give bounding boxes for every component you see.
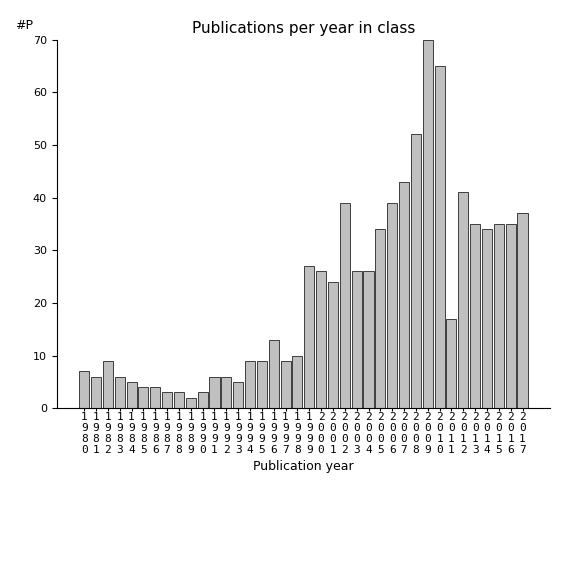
Bar bbox=[506, 224, 516, 408]
Bar bbox=[352, 272, 362, 408]
Bar bbox=[482, 229, 492, 408]
Bar bbox=[79, 371, 89, 408]
X-axis label: Publication year: Publication year bbox=[253, 460, 354, 473]
Bar bbox=[328, 282, 338, 408]
Bar bbox=[387, 203, 397, 408]
Bar bbox=[91, 376, 101, 408]
Bar bbox=[174, 392, 184, 408]
Bar bbox=[150, 387, 160, 408]
Bar bbox=[363, 272, 374, 408]
Bar bbox=[518, 213, 527, 408]
Title: Publications per year in class: Publications per year in class bbox=[192, 21, 415, 36]
Bar bbox=[221, 376, 231, 408]
Bar bbox=[198, 392, 208, 408]
Bar bbox=[316, 272, 326, 408]
Bar bbox=[470, 224, 480, 408]
Bar bbox=[103, 361, 113, 408]
Bar bbox=[494, 224, 504, 408]
Bar bbox=[269, 340, 279, 408]
Bar bbox=[281, 361, 291, 408]
Bar bbox=[209, 376, 219, 408]
Bar bbox=[411, 134, 421, 408]
Bar bbox=[458, 192, 468, 408]
Bar bbox=[434, 66, 445, 408]
Bar bbox=[245, 361, 255, 408]
Bar bbox=[138, 387, 149, 408]
Bar bbox=[293, 356, 302, 408]
Bar bbox=[126, 382, 137, 408]
Bar bbox=[186, 397, 196, 408]
Text: #P: #P bbox=[15, 19, 33, 32]
Bar bbox=[423, 40, 433, 408]
Bar bbox=[304, 266, 314, 408]
Bar bbox=[340, 203, 350, 408]
Bar bbox=[162, 392, 172, 408]
Bar bbox=[233, 382, 243, 408]
Bar bbox=[375, 229, 386, 408]
Bar bbox=[257, 361, 267, 408]
Bar bbox=[446, 319, 456, 408]
Bar bbox=[399, 182, 409, 408]
Bar bbox=[115, 376, 125, 408]
